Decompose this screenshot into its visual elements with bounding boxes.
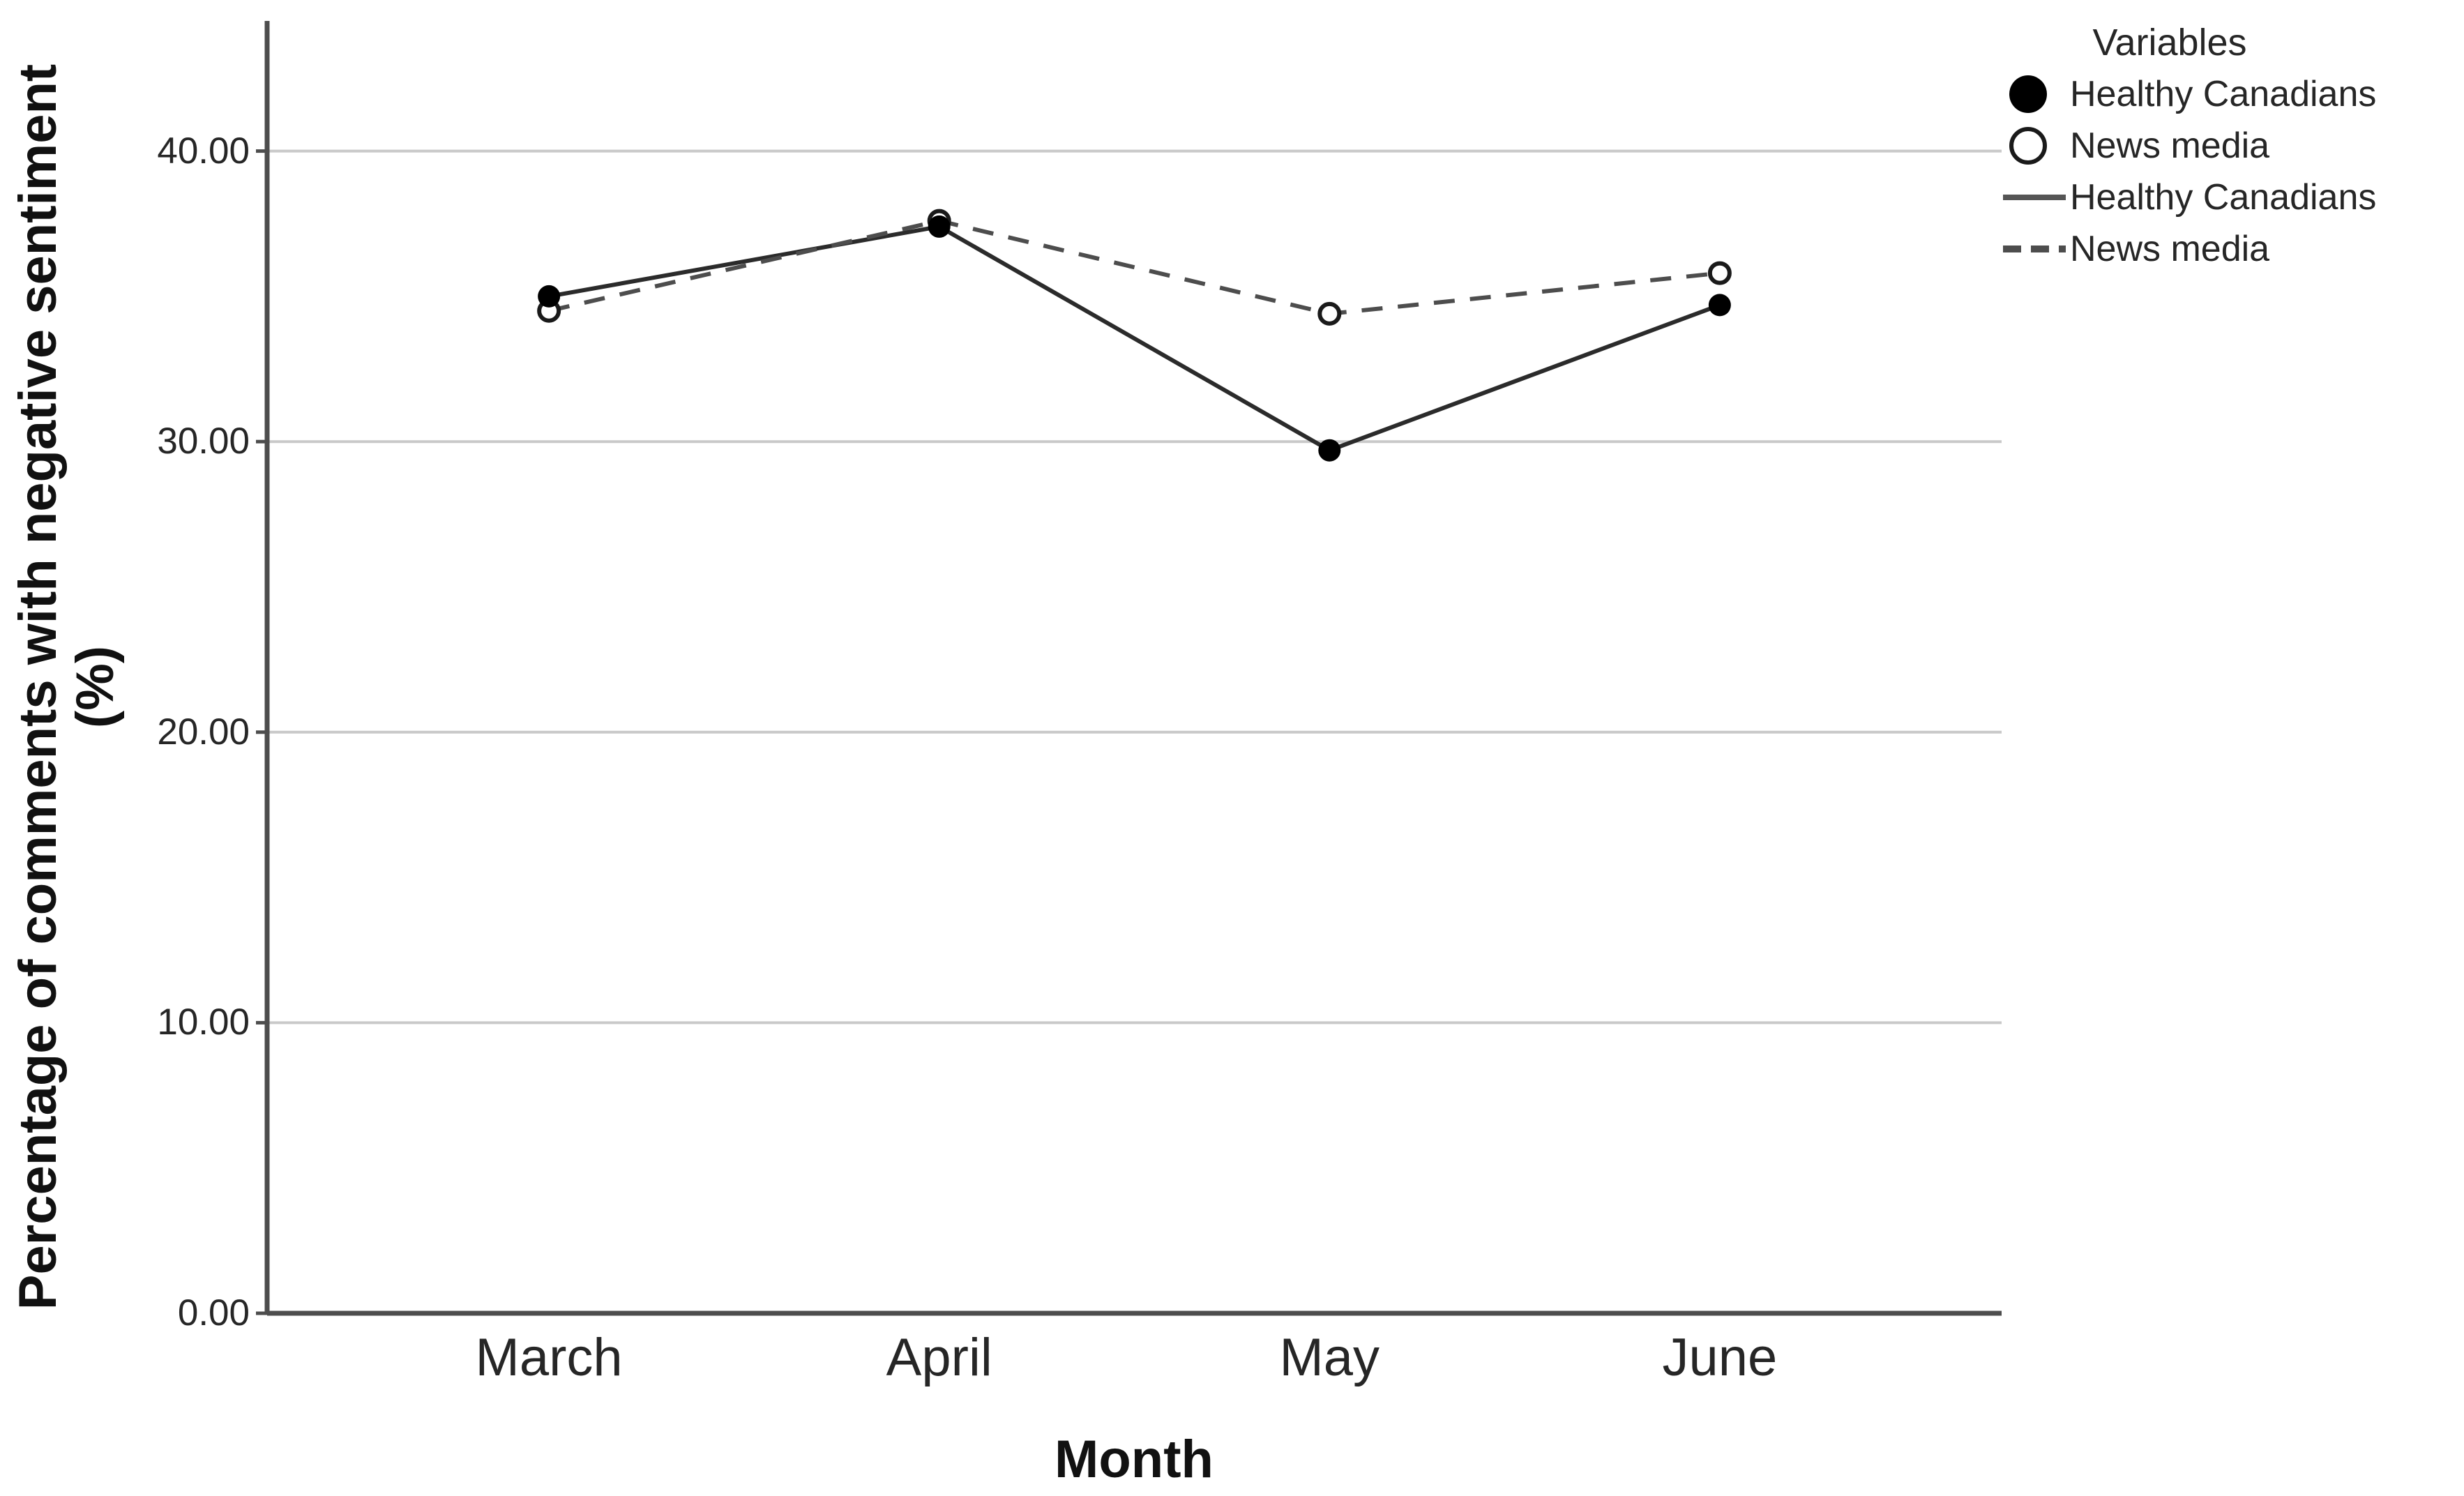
legend-item-news-media-line: News media bbox=[2000, 223, 2461, 275]
x-axis-title: Month bbox=[1055, 1430, 1214, 1489]
y-tick-label: 10.00 bbox=[157, 1002, 250, 1043]
data-point-news-media bbox=[1317, 301, 1342, 326]
legend-label: News media bbox=[2070, 126, 2270, 166]
legend: Variables Healthy Canadians News media H… bbox=[2000, 17, 2461, 275]
legend-item-healthy-canadians-marker: Healthy Canadians bbox=[2000, 68, 2461, 120]
x-tick-label: June bbox=[1662, 1328, 1778, 1387]
y-tick-label: 0.00 bbox=[177, 1292, 250, 1333]
open-circle-icon bbox=[2009, 127, 2047, 165]
data-point-healthy-canadians bbox=[928, 215, 951, 238]
y-axis-title-line2: (%) bbox=[66, 645, 125, 729]
data-point-healthy-canadians bbox=[538, 285, 561, 308]
legend-label: Healthy Canadians bbox=[2070, 177, 2377, 218]
y-axis-title-line1: Percentage of comments with negative sen… bbox=[8, 63, 68, 1310]
x-tick-label: April bbox=[886, 1328, 992, 1387]
y-tick-label: 40.00 bbox=[157, 130, 250, 172]
legend-label: Healthy Canadians bbox=[2070, 74, 2377, 114]
legend-title: Variables bbox=[2092, 22, 2247, 63]
data-point-healthy-canadians bbox=[1708, 294, 1731, 317]
x-tick-label: March bbox=[475, 1328, 623, 1387]
data-point-healthy-canadians bbox=[1318, 439, 1341, 462]
legend-label: News media bbox=[2070, 229, 2270, 269]
legend-item-healthy-canadians-line: Healthy Canadians bbox=[2000, 172, 2461, 223]
series-line-healthy-canadians bbox=[548, 224, 1721, 453]
y-tick-label: 20.00 bbox=[157, 711, 250, 753]
solid-line-icon bbox=[2003, 195, 2066, 200]
dashed-line-icon bbox=[2003, 245, 2066, 252]
x-tick-label: May bbox=[1279, 1328, 1380, 1387]
data-point-news-media bbox=[1707, 261, 1732, 285]
filled-circle-icon bbox=[2009, 75, 2047, 113]
series-line-news-media bbox=[548, 218, 1721, 316]
y-axis-title: Percentage of comments with negative sen… bbox=[8, 63, 125, 1310]
y-tick-label: 30.00 bbox=[157, 421, 250, 462]
legend-item-news-media-marker: News media bbox=[2000, 120, 2461, 172]
